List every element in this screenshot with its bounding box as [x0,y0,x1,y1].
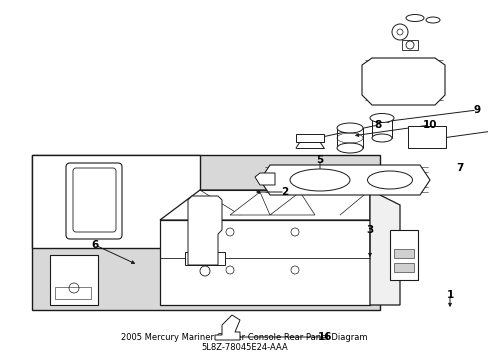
Bar [55,287,91,299]
Bar [407,126,445,148]
Circle shape [391,24,407,40]
Ellipse shape [405,14,423,22]
Bar [393,263,413,272]
Text: 7: 7 [455,163,463,173]
FancyBboxPatch shape [73,168,116,232]
Text: 1: 1 [446,290,453,300]
Ellipse shape [367,171,412,189]
Text: 16: 16 [317,332,331,342]
Circle shape [290,266,298,274]
Polygon shape [187,196,222,265]
Ellipse shape [336,143,362,153]
Bar [389,230,417,280]
Ellipse shape [425,17,439,23]
Circle shape [225,266,234,274]
Circle shape [200,266,209,276]
Text: 3: 3 [366,225,373,235]
Bar [32,155,379,310]
Circle shape [225,228,234,236]
Polygon shape [160,190,369,220]
Polygon shape [229,192,269,215]
Bar [32,155,200,248]
Ellipse shape [336,123,362,133]
Polygon shape [254,173,274,185]
Bar [393,249,413,258]
Text: 9: 9 [472,105,480,115]
Circle shape [405,41,413,49]
Text: 5: 5 [316,155,323,165]
Circle shape [69,283,79,293]
Polygon shape [184,252,224,265]
Polygon shape [269,192,314,215]
Polygon shape [361,58,444,105]
Bar [401,40,417,50]
Polygon shape [160,220,369,305]
Bar [50,255,98,305]
Ellipse shape [371,134,391,142]
Polygon shape [215,315,240,340]
Ellipse shape [289,169,349,191]
Circle shape [290,228,298,236]
Circle shape [396,29,402,35]
Text: 6: 6 [91,240,99,250]
Polygon shape [369,190,399,305]
Polygon shape [260,165,429,195]
FancyBboxPatch shape [66,163,122,239]
Text: 10: 10 [422,120,436,130]
Text: 2005 Mercury Mariner Center Console Rear Panel Diagram
5L8Z-78045E24-AAA: 2005 Mercury Mariner Center Console Rear… [121,333,367,352]
Text: 2: 2 [281,187,288,197]
Ellipse shape [369,113,393,122]
Bar [295,134,324,142]
Text: 8: 8 [374,120,381,130]
